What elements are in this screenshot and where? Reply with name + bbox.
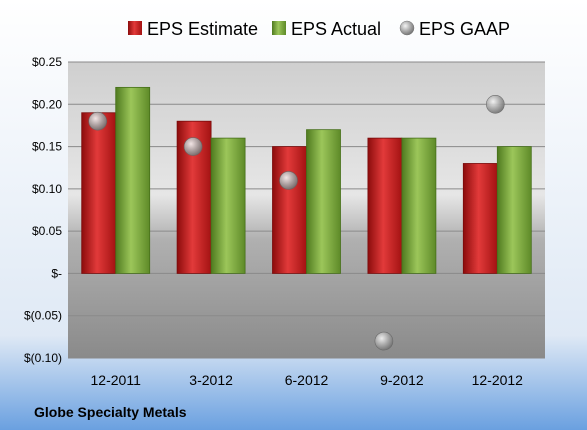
eps-gaap-point	[279, 171, 298, 190]
eps-estimate-bar	[462, 163, 498, 274]
y-tick-label: $0.15	[32, 140, 62, 154]
eps-actual-bar	[115, 86, 151, 274]
eps-gaap-point	[374, 331, 394, 351]
eps-actual-bar	[306, 129, 341, 274]
gaap-points	[88, 94, 505, 351]
x-axis-ticks: 12-2011 3-2012 6-2012 9-2012 12-2012	[91, 372, 524, 388]
y-tick-label: $0.25	[32, 55, 62, 69]
eps-actual-bar	[496, 146, 532, 274]
y-tick-label: $0.20	[32, 97, 62, 111]
eps-estimate-bar	[367, 137, 403, 274]
eps-actual-bar	[210, 137, 246, 274]
x-tick-label: 6-2012	[285, 372, 329, 388]
eps-estimate-bar	[272, 146, 307, 274]
y-tick-label: $(0.05)	[24, 309, 62, 323]
eps-gaap-point	[88, 111, 107, 131]
eps-estimate-bar	[81, 112, 117, 274]
eps-gaap-point	[183, 137, 203, 156]
y-tick-label: $0.05	[32, 224, 62, 238]
y-tick-label: $-	[51, 266, 62, 280]
company-name: Globe Specialty Metals	[34, 404, 187, 420]
legend-swatch	[399, 20, 415, 36]
y-axis-ticks: $0.25 $0.20 $0.15 $0.10 $0.05 $- $(0.05) $(0.10…	[24, 55, 62, 365]
eps-estimate-bar	[176, 120, 212, 274]
legend: EPS Estimate EPS Actual EPS GAAP	[128, 19, 510, 39]
x-tick-label: 3-2012	[189, 372, 233, 388]
legend-label: EPS GAAP	[419, 19, 510, 39]
legend-label: EPS Estimate	[147, 19, 258, 39]
eps-gaap-point	[485, 94, 505, 114]
legend-swatch	[272, 21, 286, 35]
x-tick-label: 12-2011	[91, 372, 142, 388]
bars	[81, 86, 532, 274]
y-tick-label: $(0.10)	[24, 351, 62, 365]
x-tick-label: 9-2012	[380, 372, 424, 388]
x-tick-label: 12-2012	[472, 372, 524, 388]
legend-label: EPS Actual	[291, 19, 381, 39]
legend-swatch	[128, 21, 142, 35]
eps-actual-bar	[401, 137, 437, 274]
y-tick-label: $0.10	[32, 182, 62, 196]
